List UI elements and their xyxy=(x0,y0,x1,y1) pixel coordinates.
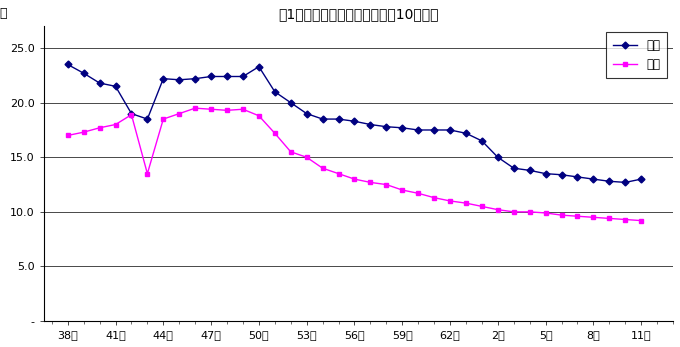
全国 xyxy=(207,107,215,111)
全国 xyxy=(430,196,438,200)
全国 xyxy=(271,131,279,135)
全国 xyxy=(558,213,566,217)
没縄 xyxy=(382,125,390,129)
没縄 xyxy=(367,122,375,127)
全国 xyxy=(541,211,549,215)
Line: 全国: 全国 xyxy=(65,106,644,223)
Text: 率: 率 xyxy=(0,7,7,20)
全国 xyxy=(350,177,358,181)
全国 xyxy=(462,201,470,205)
全国 xyxy=(510,210,518,214)
全国 xyxy=(446,199,454,203)
没縄 xyxy=(605,179,613,183)
全国 xyxy=(143,171,152,176)
没縄 xyxy=(335,117,343,121)
全国 xyxy=(239,107,247,111)
没縄 xyxy=(478,139,486,143)
没縄 xyxy=(494,155,502,159)
全国 xyxy=(573,214,581,218)
全国 xyxy=(159,117,167,121)
全国 xyxy=(367,180,375,185)
全国 xyxy=(478,204,486,209)
没縄 xyxy=(318,117,326,121)
全国 xyxy=(335,171,343,176)
全国 xyxy=(526,210,534,214)
没縄 xyxy=(558,173,566,177)
没縄 xyxy=(414,128,422,132)
Line: 没縄: 没縄 xyxy=(65,62,644,185)
没縄 xyxy=(143,117,152,121)
全国 xyxy=(191,106,199,110)
全国 xyxy=(95,126,103,130)
没縄 xyxy=(175,78,184,82)
没縄 xyxy=(239,74,247,78)
没縄 xyxy=(127,111,135,116)
没縄 xyxy=(350,119,358,123)
没縄 xyxy=(430,128,438,132)
没縄 xyxy=(573,175,581,179)
没縄 xyxy=(64,62,72,67)
全国 xyxy=(318,166,326,170)
没縄 xyxy=(541,171,549,176)
全国 xyxy=(605,216,613,220)
没縄 xyxy=(462,131,470,135)
全国 xyxy=(287,150,295,154)
全国 xyxy=(494,208,502,212)
全国 xyxy=(64,133,72,137)
没縄 xyxy=(95,81,103,85)
全国 xyxy=(112,122,120,127)
没縄 xyxy=(590,177,598,181)
Title: 図1　出生率の年次推移（人口10万対）: 図1 出生率の年次推移（人口10万対） xyxy=(278,7,439,21)
没縄 xyxy=(622,180,630,185)
没縄 xyxy=(271,90,279,94)
全国 xyxy=(127,113,135,117)
没縄 xyxy=(287,101,295,105)
Legend: 没縄, 全国: 没縄, 全国 xyxy=(606,32,667,78)
没縄 xyxy=(112,84,120,88)
没縄 xyxy=(191,77,199,81)
没縄 xyxy=(526,168,534,172)
全国 xyxy=(303,155,311,159)
没縄 xyxy=(637,177,645,181)
全国 xyxy=(80,130,88,134)
全国 xyxy=(637,219,645,223)
没縄 xyxy=(223,74,231,78)
没縄 xyxy=(303,111,311,116)
没縄 xyxy=(159,77,167,81)
没縄 xyxy=(80,71,88,75)
全国 xyxy=(590,215,598,219)
没縄 xyxy=(398,126,407,130)
全国 xyxy=(255,114,263,118)
全国 xyxy=(223,108,231,112)
全国 xyxy=(175,111,184,116)
全国 xyxy=(398,188,407,192)
没縄 xyxy=(446,128,454,132)
全国 xyxy=(414,191,422,195)
没縄 xyxy=(510,166,518,170)
全国 xyxy=(622,218,630,222)
全国 xyxy=(382,183,390,187)
没縄 xyxy=(255,65,263,69)
没縄 xyxy=(207,74,215,78)
